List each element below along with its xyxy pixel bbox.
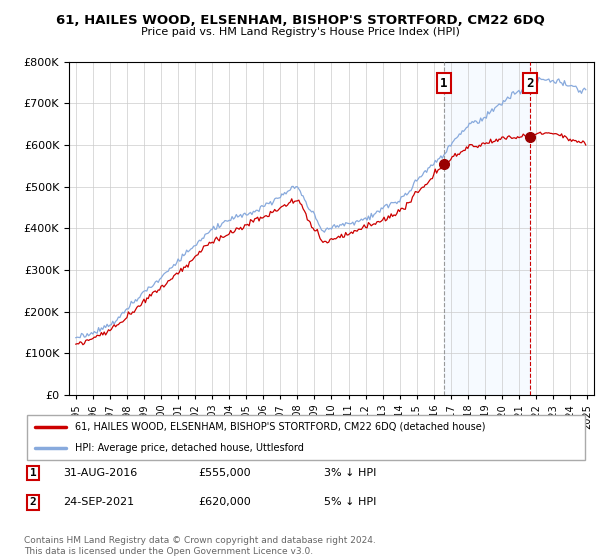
Text: 31-AUG-2016: 31-AUG-2016 xyxy=(63,468,137,478)
Text: 1: 1 xyxy=(29,468,37,478)
Text: 2: 2 xyxy=(527,77,534,90)
Text: 3% ↓ HPI: 3% ↓ HPI xyxy=(324,468,376,478)
Text: 61, HAILES WOOD, ELSENHAM, BISHOP'S STORTFORD, CM22 6DQ: 61, HAILES WOOD, ELSENHAM, BISHOP'S STOR… xyxy=(56,14,544,27)
Text: Contains HM Land Registry data © Crown copyright and database right 2024.
This d: Contains HM Land Registry data © Crown c… xyxy=(24,536,376,556)
Text: 5% ↓ HPI: 5% ↓ HPI xyxy=(324,497,376,507)
Text: 1: 1 xyxy=(440,77,448,90)
Text: £555,000: £555,000 xyxy=(198,468,251,478)
Text: 61, HAILES WOOD, ELSENHAM, BISHOP'S STORTFORD, CM22 6DQ (detached house): 61, HAILES WOOD, ELSENHAM, BISHOP'S STOR… xyxy=(75,422,485,432)
Bar xyxy=(444,62,530,395)
Text: HPI: Average price, detached house, Uttlesford: HPI: Average price, detached house, Uttl… xyxy=(75,443,304,453)
Text: 2: 2 xyxy=(29,497,37,507)
Text: Price paid vs. HM Land Registry's House Price Index (HPI): Price paid vs. HM Land Registry's House … xyxy=(140,27,460,37)
Text: £620,000: £620,000 xyxy=(198,497,251,507)
FancyBboxPatch shape xyxy=(27,415,585,460)
Text: 24-SEP-2021: 24-SEP-2021 xyxy=(63,497,134,507)
